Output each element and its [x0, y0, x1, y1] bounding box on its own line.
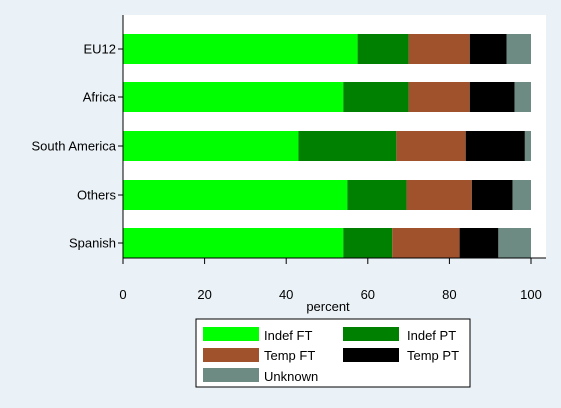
bar-eu12-temp-pt — [469, 34, 507, 64]
legend-label-unknown: Unknown — [264, 369, 318, 384]
x-axis-label: percent — [306, 299, 350, 314]
y-tick-label-spanish: Spanish — [69, 236, 116, 251]
bar-spanish-unknown — [498, 228, 531, 258]
legend-label-temp-ft: Temp FT — [264, 348, 315, 363]
bar-others-temp-ft — [406, 180, 472, 210]
y-tick-label-south-america: South America — [31, 139, 116, 154]
bar-others-indef-pt — [347, 180, 407, 210]
y-tick-label-others: Others — [77, 188, 117, 203]
legend-label-indef-ft: Indef FT — [264, 328, 312, 343]
bar-south-america-temp-pt — [465, 131, 525, 161]
bar-africa-temp-ft — [408, 82, 470, 112]
bar-eu12-indef-pt — [357, 34, 409, 64]
bar-spanish-indef-pt — [343, 228, 393, 258]
bar-eu12-indef-ft — [123, 34, 358, 64]
bar-africa-temp-pt — [469, 82, 515, 112]
axes-layer: EU12 Africa South America Others Spanish 0 20 4… — [31, 15, 546, 302]
bar-africa-indef-pt — [343, 82, 409, 112]
bar-eu12-temp-ft — [408, 34, 470, 64]
bar-africa-unknown — [514, 82, 531, 112]
legend-swatch-indef-pt — [343, 327, 399, 341]
legend-label-indef-pt: Indef PT — [407, 328, 456, 343]
legend: Indef FT Indef PT Temp FT Temp PT Unknown — [195, 318, 471, 388]
bar-others-indef-ft — [123, 180, 348, 210]
bar-south-america-unknown — [524, 131, 531, 161]
x-tick-label-80: 80 — [442, 287, 456, 302]
bar-others-temp-pt — [471, 180, 513, 210]
y-tick-label-africa: Africa — [83, 90, 117, 105]
bar-spanish-temp-pt — [459, 228, 499, 258]
legend-swatch-indef-ft — [203, 327, 259, 341]
x-tick-label-60: 60 — [361, 287, 375, 302]
bar-spanish-temp-ft — [392, 228, 460, 258]
bar-others-unknown — [512, 180, 531, 210]
legend-swatch-temp-ft — [203, 348, 259, 362]
legend-label-temp-pt: Temp PT — [407, 348, 459, 363]
bar-africa-indef-ft — [123, 82, 344, 112]
legend-swatch-unknown — [203, 368, 259, 382]
x-tick-label-40: 40 — [279, 287, 293, 302]
legend-swatch-temp-pt — [343, 348, 399, 362]
x-tick-label-0: 0 — [119, 287, 126, 302]
bars-layer — [123, 34, 531, 258]
bar-south-america-indef-pt — [298, 131, 397, 161]
bar-eu12-unknown — [506, 34, 531, 64]
bar-spanish-indef-ft — [123, 228, 344, 258]
bar-south-america-indef-ft — [123, 131, 299, 161]
x-tick-label-100: 100 — [520, 287, 542, 302]
y-tick-label-eu12: EU12 — [83, 42, 116, 57]
x-tick-label-20: 20 — [197, 287, 211, 302]
bar-south-america-temp-ft — [396, 131, 466, 161]
